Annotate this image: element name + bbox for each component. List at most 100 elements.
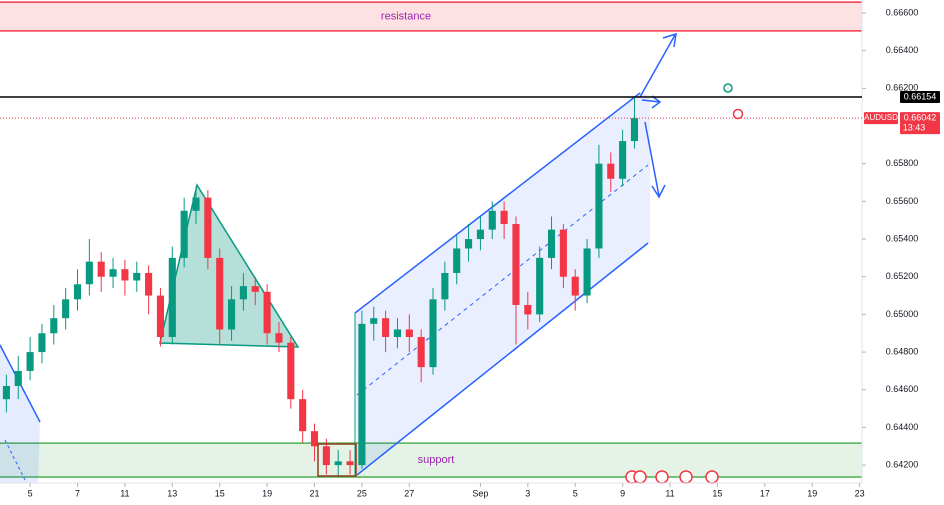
candle-body — [358, 323, 366, 466]
candle-body — [133, 272, 141, 281]
x-tick-label: 15 — [712, 488, 722, 498]
candle-body — [488, 210, 496, 230]
candle-body — [121, 269, 129, 281]
candle-body — [192, 197, 200, 211]
candle-body — [168, 257, 176, 338]
candle-body — [453, 248, 461, 273]
candle-body — [524, 304, 532, 315]
candle-body — [180, 210, 188, 258]
channel-mid — [356, 164, 649, 396]
x-tick-label: 9 — [620, 488, 625, 498]
candle-body — [370, 318, 378, 324]
x-tick-label: 15 — [215, 488, 225, 498]
candle-body — [583, 248, 591, 296]
candle-body — [346, 461, 354, 466]
last-price-tag — [900, 112, 940, 135]
left-channel — [0, 345, 40, 483]
candle-body — [62, 299, 70, 319]
candle-body — [405, 329, 413, 338]
accumulation-box — [317, 443, 357, 477]
x-tick-label: 19 — [262, 488, 272, 498]
candle-body — [512, 223, 520, 305]
x-tick-label: 17 — [760, 488, 770, 498]
channel-lower — [356, 242, 649, 476]
y-tick-label: 0.65600 — [886, 196, 919, 206]
candle-body — [216, 257, 224, 330]
candle-body — [97, 261, 105, 277]
candle-body — [595, 163, 603, 249]
candle-body — [2, 385, 10, 400]
candle-body — [500, 210, 508, 224]
candle-body — [73, 284, 82, 300]
candle-body — [50, 318, 58, 334]
candle-body — [441, 272, 449, 300]
candle-body — [251, 286, 259, 292]
zone-label: resistance — [381, 10, 431, 22]
x-tick-label: 23 — [855, 488, 865, 498]
x-tick-label: 27 — [404, 488, 414, 498]
candle-body — [382, 318, 390, 338]
x-tick-label: 11 — [665, 488, 674, 498]
y-tick-label: 0.64200 — [886, 459, 919, 469]
left-channel-mid — [4, 439, 26, 481]
candle-body — [85, 261, 93, 285]
channel-fill — [355, 93, 650, 475]
x-tick-label: 13 — [167, 488, 177, 498]
candle-body — [334, 461, 342, 466]
candle-body — [393, 329, 402, 338]
candle-body — [109, 269, 117, 277]
candle-body — [263, 291, 271, 334]
x-tick-label: 5 — [28, 488, 33, 498]
candle-body — [299, 399, 307, 432]
candle-body — [204, 197, 212, 258]
symbol-tag — [864, 112, 898, 125]
axes: 0.66600 0.66400 0.66200 0.65800 0.65600 0.654… — [0, 7, 918, 498]
zone — [0, 443, 862, 477]
candle-body — [228, 299, 236, 330]
triangle-pattern — [159, 183, 300, 348]
y-tick-label: 0.64600 — [886, 384, 919, 394]
candle-body — [547, 229, 556, 258]
candle-body — [239, 286, 247, 300]
candle-body — [322, 446, 330, 466]
y-tick-label: 0.64800 — [886, 346, 919, 356]
candle-body — [310, 431, 319, 447]
candle-body — [156, 295, 165, 338]
channel-upper — [354, 92, 641, 314]
y-tick-label: 0.66200 — [886, 83, 919, 93]
y-tick-label: 0.65400 — [886, 233, 919, 243]
x-tick-label: 19 — [807, 488, 817, 498]
candle-body — [38, 333, 46, 353]
zone — [0, 2, 862, 31]
zones: resistance support — [0, 1, 862, 478]
candle-body — [630, 118, 639, 142]
last-price-label: 0.66042 — [904, 112, 937, 122]
candle-body — [619, 141, 627, 179]
marker-red — [732, 108, 744, 120]
candle-body — [476, 229, 484, 240]
y-tick-label: 0.65800 — [886, 158, 919, 168]
y-tick-label: 0.64400 — [886, 422, 919, 432]
x-tick-label: 3 — [525, 488, 530, 498]
candle-body — [275, 333, 283, 343]
zone-label: support — [418, 454, 455, 466]
x-tick-label: 11 — [120, 488, 129, 498]
x-tick-label: Sep — [472, 488, 488, 498]
candle-body — [429, 299, 437, 368]
symbol-label: AUDUSD — [864, 113, 898, 122]
candle-body — [465, 239, 473, 249]
price-line-label: 0.66154 — [904, 91, 937, 101]
marker-green — [723, 83, 733, 93]
y-tick-label: 0.65000 — [886, 309, 919, 319]
price-line-tag — [900, 91, 940, 104]
candles — [2, 97, 639, 477]
x-tick-label: 21 — [310, 488, 320, 498]
candle-body — [287, 342, 295, 400]
arrows — [639, 32, 677, 199]
candle-body — [417, 337, 425, 368]
candle-body — [26, 352, 34, 371]
x-tick-label: 7 — [75, 488, 80, 498]
x-tick-label: 25 — [357, 488, 367, 498]
